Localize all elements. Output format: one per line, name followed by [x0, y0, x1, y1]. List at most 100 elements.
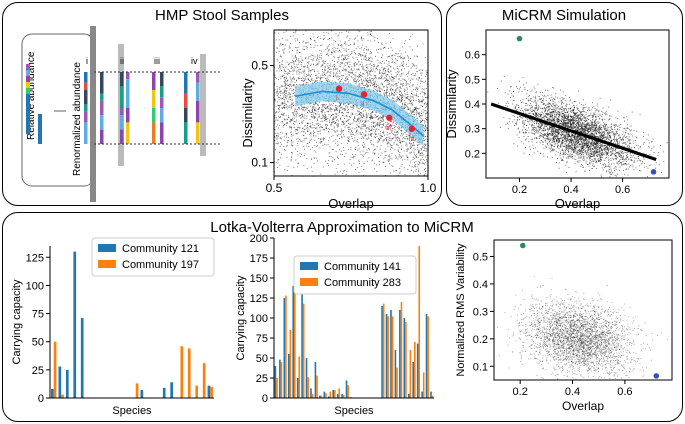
- scatter-point: [620, 140, 622, 142]
- scatter-point: [348, 129, 350, 131]
- scatter-point: [409, 144, 411, 146]
- scatter-point: [577, 141, 579, 143]
- scatter-point: [426, 71, 428, 73]
- scatter-point: [425, 97, 427, 99]
- scatter-point: [404, 102, 406, 104]
- scatter-point: [401, 131, 403, 133]
- scatter-point: [389, 163, 391, 165]
- scatter-point: [348, 140, 349, 142]
- scatter-point: [396, 68, 398, 69]
- scatter-point: [407, 97, 408, 99]
- scatter-point: [282, 59, 284, 61]
- scatter-point: [374, 84, 376, 85]
- scatter-point: [585, 160, 587, 162]
- scatter-point: [294, 32, 296, 34]
- scatter-point: [335, 105, 337, 106]
- scatter-point: [360, 71, 361, 73]
- scatter-point: [319, 142, 321, 144]
- scatter-point: [388, 71, 390, 73]
- scatter-point: [313, 113, 315, 115]
- scatter-point: [397, 150, 399, 152]
- scatter-point: [419, 101, 421, 103]
- scatter-point: [368, 131, 370, 132]
- scatter-point: [378, 157, 380, 158]
- scatter-point: [334, 110, 336, 112]
- scatter-point: [603, 152, 605, 154]
- scatter-point: [590, 143, 591, 145]
- scatter-point: [277, 142, 279, 144]
- scatter-point: [402, 61, 404, 63]
- scatter-point: [540, 140, 542, 141]
- scatter-point: [573, 112, 575, 113]
- scatter-point: [370, 67, 372, 69]
- scatter-point: [545, 129, 547, 131]
- scatter-point: [287, 100, 289, 102]
- scatter-point: [391, 80, 393, 82]
- scatter-point: [279, 66, 281, 68]
- scatter-point: [421, 155, 423, 157]
- scatter-point: [291, 106, 293, 108]
- renormalized-bar-7-seg: [196, 72, 200, 83]
- scatter-point: [371, 58, 373, 60]
- scatter-point: [590, 145, 592, 147]
- y-tick-label: 0.1: [251, 156, 268, 170]
- scatter-point: [324, 112, 326, 114]
- scatter-point: [307, 131, 309, 133]
- scatter-point: [296, 80, 297, 82]
- scatter-point: [391, 89, 393, 91]
- scatter-point: [287, 68, 289, 70]
- scatter-point: [313, 162, 315, 164]
- scatter-point: [354, 63, 356, 65]
- scatter-point: [398, 71, 400, 73]
- scatter-point: [343, 122, 345, 124]
- scatter-point: [343, 49, 345, 51]
- scatter-point: [581, 128, 583, 130]
- scatter-point: [344, 106, 346, 108]
- scatter-point: [354, 139, 356, 141]
- scatter-point: [375, 129, 377, 131]
- scatter-point: [346, 59, 348, 60]
- scatter-point: [524, 110, 526, 112]
- scatter-point: [587, 147, 589, 149]
- scatter-point: [298, 107, 300, 109]
- scatter-point: [545, 146, 547, 148]
- scatter-point: [331, 149, 333, 151]
- scatter-point: [343, 120, 345, 122]
- scatter-point: [347, 127, 349, 129]
- scatter-point: [384, 166, 386, 167]
- scatter-point: [324, 73, 326, 75]
- scatter-point: [568, 97, 570, 99]
- scatter-point: [364, 125, 366, 127]
- scatter-point: [335, 105, 337, 106]
- scatter-point: [357, 110, 358, 112]
- scatter-point: [317, 63, 318, 65]
- scatter-point: [274, 117, 276, 119]
- scatter-point: [361, 83, 363, 85]
- scatter-point: [324, 106, 326, 108]
- scatter-point: [403, 104, 405, 106]
- scatter-point: [383, 161, 385, 163]
- scatter-point: [291, 55, 293, 57]
- scatter-point: [304, 118, 306, 119]
- scatter-point: [619, 142, 621, 144]
- scatter-point: [391, 73, 393, 75]
- scatter-point: [415, 139, 417, 141]
- scatter-point: [316, 126, 318, 128]
- scatter-point: [306, 126, 308, 128]
- plot-frame: [273, 29, 429, 177]
- scatter-point: [348, 141, 350, 143]
- scatter-point: [309, 111, 310, 113]
- scatter-point: [283, 118, 285, 120]
- scatter-point: [314, 131, 316, 133]
- scatter-point: [343, 59, 345, 61]
- renormalization-schematic: Relative abundance Renormalized abundanc…: [21, 26, 220, 202]
- scatter-point: [425, 110, 427, 112]
- scatter-point: [390, 47, 392, 49]
- scatter-point: [356, 76, 358, 77]
- scatter-point: [605, 130, 607, 131]
- scatter-point: [313, 135, 315, 137]
- scatter-point: [283, 70, 285, 72]
- scatter-point: [310, 44, 312, 46]
- scatter-point: [373, 129, 375, 130]
- scatter-point: [328, 32, 330, 34]
